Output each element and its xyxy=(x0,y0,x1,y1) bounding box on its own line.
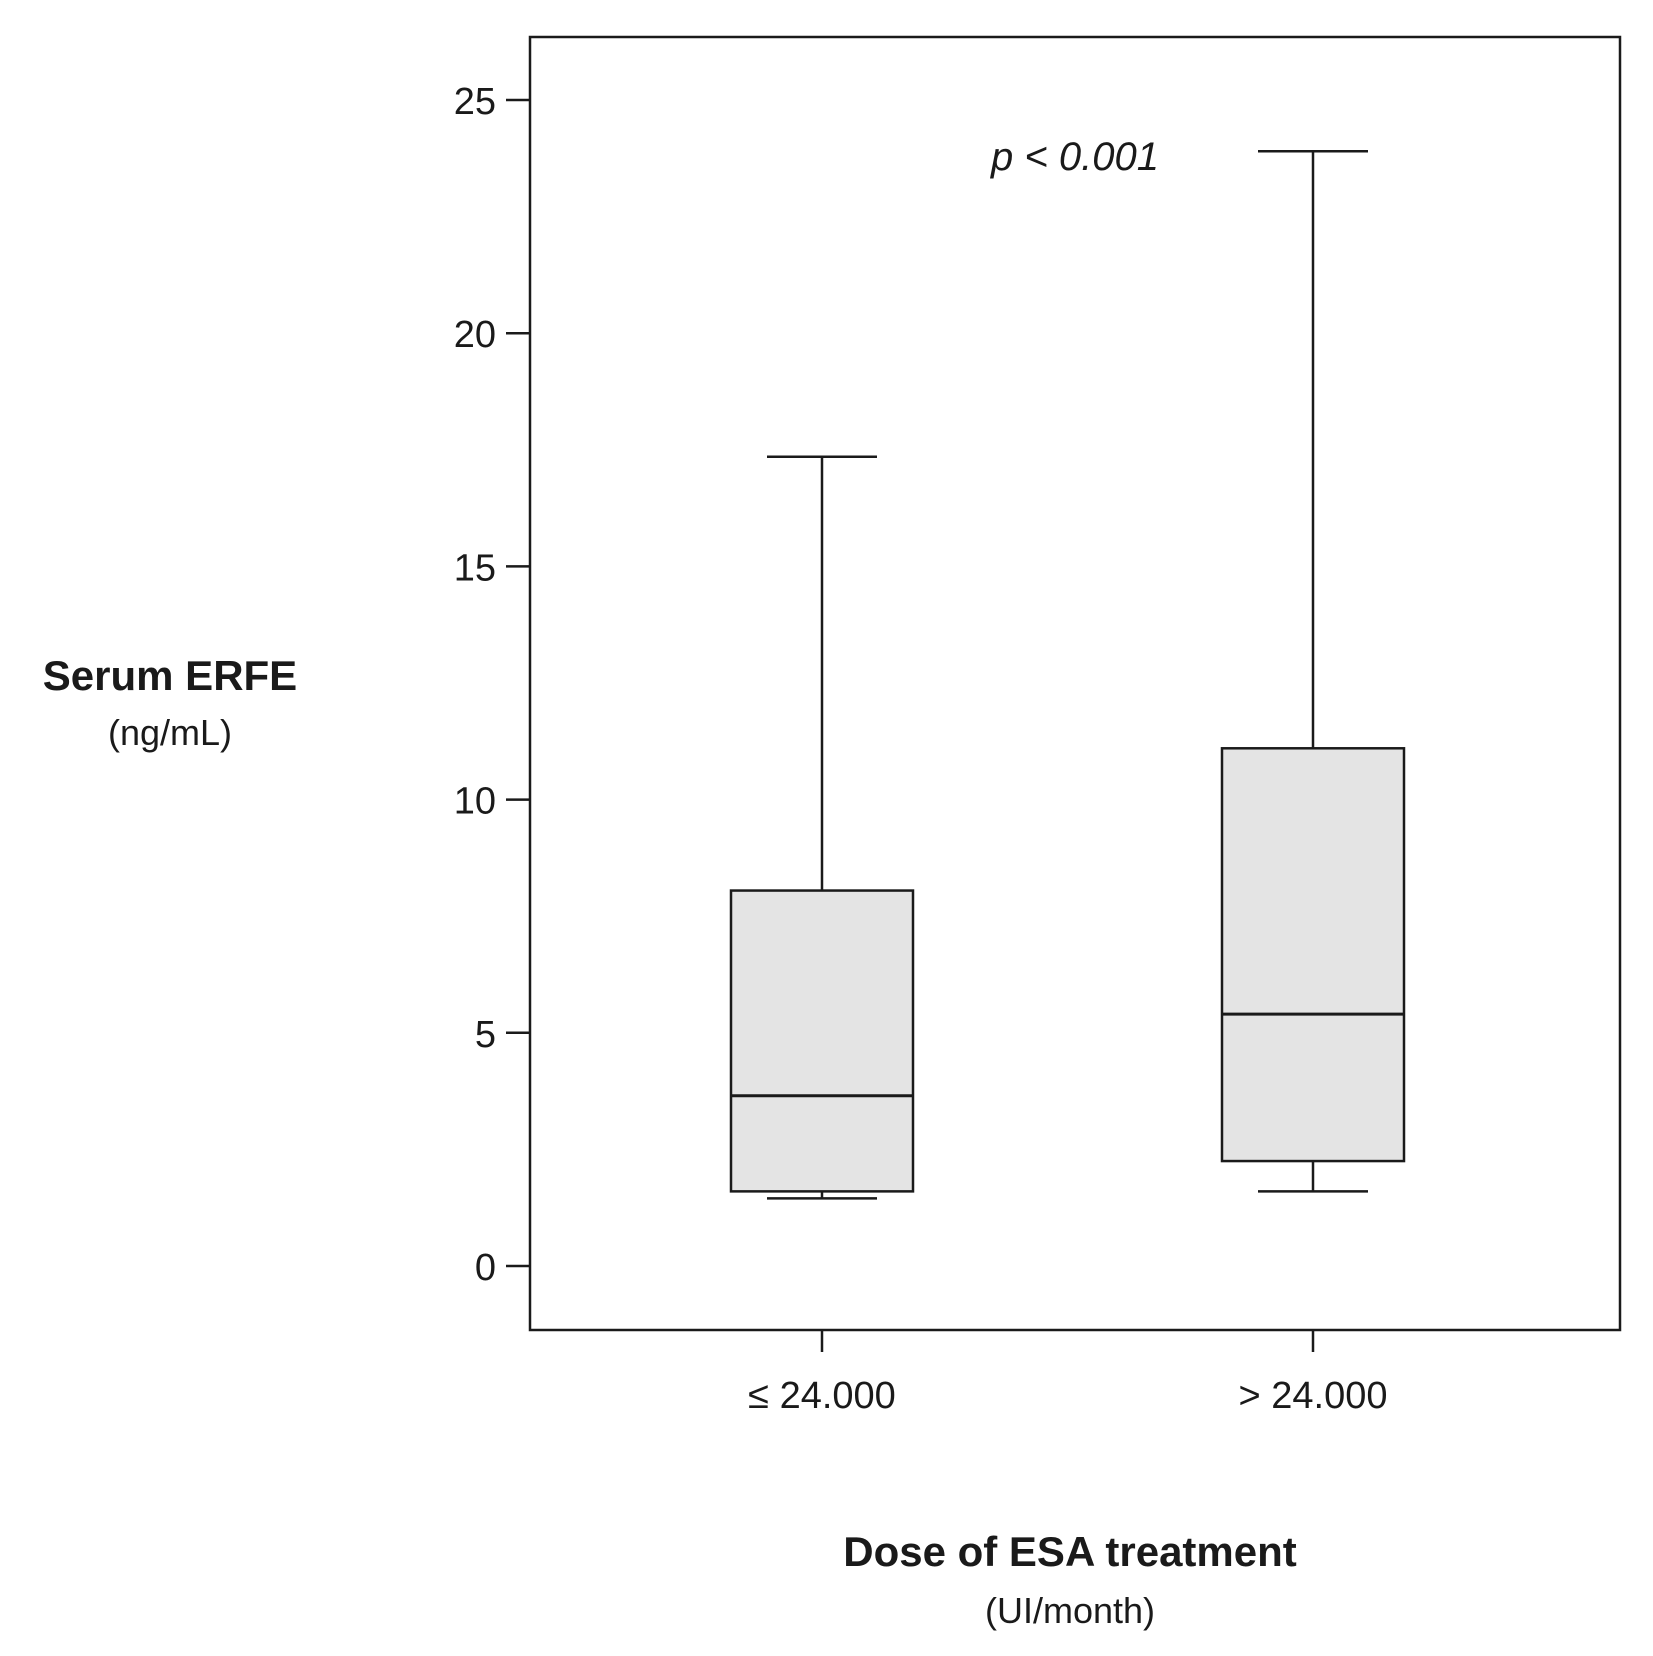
y-tick-label: 5 xyxy=(475,1014,496,1056)
x-tick-label: > 24.000 xyxy=(1239,1375,1388,1417)
iqr-box xyxy=(729,889,915,1193)
y-axis: 0 5 10 15 20 25 xyxy=(454,81,530,1289)
x-axis-unit: (UI/month) xyxy=(984,1590,1156,1631)
y-axis-title: Serum ERFE xyxy=(42,652,298,699)
box-series xyxy=(729,150,1406,1200)
x-tick-label: ≤ 24.000 xyxy=(748,1375,896,1417)
y-axis-unit: (ng/mL) xyxy=(107,712,233,753)
x-axis-title: Dose of ESA treatment xyxy=(843,1528,1297,1575)
y-tick-label: 25 xyxy=(454,81,496,123)
box-group xyxy=(729,455,915,1200)
y-tick-label: 20 xyxy=(454,314,496,356)
p-value-annotation: p < 0.001 xyxy=(990,135,1159,179)
plot-area-frame xyxy=(528,35,1622,1332)
x-axis: ≤ 24.000 > 24.000 xyxy=(748,1330,1387,1417)
iqr-box xyxy=(1220,747,1406,1163)
box-group xyxy=(1220,150,1406,1193)
y-tick-label: 10 xyxy=(454,781,496,823)
y-tick-label: 15 xyxy=(454,547,496,589)
y-tick-label: 0 xyxy=(475,1247,496,1289)
